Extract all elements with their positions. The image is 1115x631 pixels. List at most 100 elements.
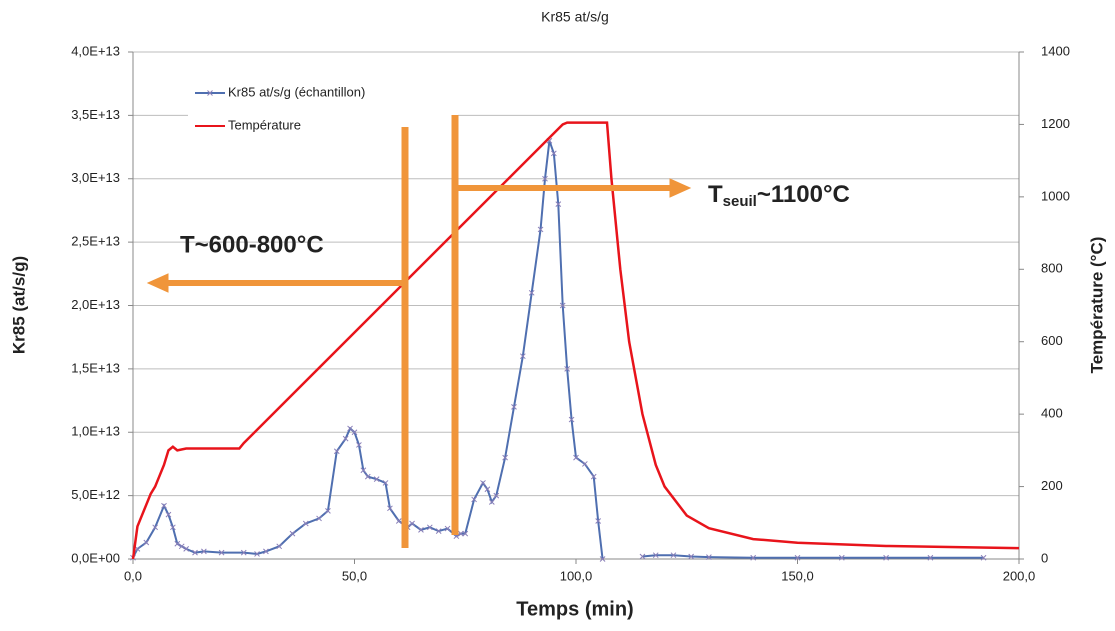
point-marker bbox=[351, 429, 358, 436]
point-marker bbox=[178, 543, 185, 550]
y-tick-label: 1,0E+13 bbox=[71, 424, 120, 439]
x-tick-label: 200,0 bbox=[1003, 568, 1036, 583]
point-marker bbox=[559, 302, 566, 309]
y2-axis-label: Température (°C) bbox=[1087, 237, 1106, 374]
arrow-head bbox=[669, 178, 692, 198]
point-marker bbox=[462, 530, 469, 537]
annotation-part: T bbox=[708, 181, 723, 208]
point-marker bbox=[537, 226, 544, 233]
point-marker bbox=[207, 90, 213, 96]
point-marker bbox=[165, 511, 172, 518]
point-marker bbox=[143, 539, 150, 546]
point-marker bbox=[595, 518, 602, 524]
point-marker bbox=[364, 473, 371, 480]
legend-label: Température bbox=[228, 117, 301, 132]
point-marker bbox=[263, 548, 269, 555]
point-marker bbox=[333, 448, 340, 455]
point-marker bbox=[161, 502, 167, 509]
point-marker bbox=[688, 553, 695, 560]
point-marker bbox=[444, 525, 451, 532]
point-marker bbox=[564, 366, 570, 372]
point-marker bbox=[373, 476, 380, 483]
point-marker bbox=[484, 486, 491, 493]
point-marker bbox=[590, 473, 597, 480]
point-marker bbox=[356, 442, 362, 448]
point-marker bbox=[457, 530, 464, 537]
annotation-shapes bbox=[146, 115, 692, 548]
point-marker bbox=[183, 546, 190, 552]
y-tick-label: 3,5E+13 bbox=[71, 107, 120, 122]
chart-title: Kr85 at/s/g bbox=[541, 9, 609, 25]
point-marker bbox=[502, 454, 508, 461]
point-marker bbox=[883, 554, 889, 561]
point-marker bbox=[409, 520, 415, 527]
y-tick-label: 4,0E+13 bbox=[71, 43, 120, 58]
y2-tick-label: 1000 bbox=[1041, 188, 1070, 203]
point-marker bbox=[174, 540, 181, 547]
point-marker bbox=[555, 201, 562, 207]
point-marker bbox=[387, 505, 393, 512]
point-marker bbox=[582, 461, 588, 467]
point-marker bbox=[201, 548, 207, 555]
point-marker bbox=[980, 554, 987, 561]
point-marker bbox=[276, 543, 283, 550]
point-marker bbox=[927, 554, 934, 561]
x-axis-label: Temps (min) bbox=[516, 598, 633, 620]
point-marker bbox=[838, 554, 845, 561]
legend: Kr85 at/s/g (échantillon) Température bbox=[188, 81, 458, 138]
plot-area: 0,0E+00 5,0E+12 1,0E+13 1,5E+13 2,0E+13 2,5E+… bbox=[71, 43, 1070, 583]
point-marker bbox=[302, 520, 309, 527]
point-marker bbox=[342, 435, 349, 442]
y-tick-label: 2,0E+13 bbox=[71, 297, 120, 312]
point-marker bbox=[542, 175, 548, 182]
annotation-part: ~1100°C bbox=[757, 181, 850, 208]
y-tick-label: 1,5E+13 bbox=[71, 360, 120, 375]
point-marker bbox=[480, 480, 486, 486]
legend-bg bbox=[188, 81, 458, 105]
legend-label: Kr85 at/s/g (échantillon) bbox=[228, 84, 365, 99]
point-marker bbox=[519, 353, 526, 360]
series-line bbox=[131, 121, 1020, 560]
y-tick-label: 3,0E+13 bbox=[71, 170, 120, 185]
y-tick-label: 2,5E+13 bbox=[71, 234, 120, 249]
point-marker bbox=[706, 554, 712, 560]
point-marker bbox=[426, 524, 433, 531]
point-marker bbox=[550, 150, 557, 157]
y2-tick-label: 400 bbox=[1041, 406, 1063, 421]
point-marker bbox=[382, 480, 389, 486]
y-tick-label: 5,0E+12 bbox=[71, 487, 120, 502]
point-marker bbox=[192, 549, 198, 556]
annotation: T~600-800°C bbox=[180, 231, 324, 258]
point-marker bbox=[170, 524, 176, 531]
point-marker bbox=[639, 553, 646, 560]
x-tick-label: 0,0 bbox=[124, 568, 142, 583]
point-marker bbox=[218, 549, 225, 556]
point-marker bbox=[435, 528, 442, 534]
point-marker bbox=[289, 530, 296, 537]
point-marker bbox=[794, 554, 801, 561]
y2-tick-label: 1400 bbox=[1041, 43, 1070, 58]
y-tick-label: 0,0E+00 bbox=[71, 550, 120, 565]
x-tick-label: 150,0 bbox=[781, 568, 814, 583]
point-marker bbox=[511, 404, 517, 410]
point-marker bbox=[360, 467, 367, 474]
x-tick-label: 50,0 bbox=[342, 568, 367, 583]
point-marker bbox=[568, 416, 575, 423]
x-tick-label: 100,0 bbox=[560, 568, 593, 583]
point-marker bbox=[750, 554, 757, 561]
point-marker bbox=[418, 526, 424, 533]
point-marker bbox=[254, 551, 260, 557]
point-marker bbox=[599, 556, 606, 562]
y2-tick-label: 800 bbox=[1041, 261, 1063, 276]
point-marker bbox=[528, 289, 535, 296]
point-marker bbox=[573, 454, 579, 461]
y2-tick-label: 0 bbox=[1041, 550, 1048, 565]
point-marker bbox=[471, 496, 477, 503]
point-marker bbox=[670, 552, 677, 559]
arrow-head bbox=[146, 273, 169, 293]
point-marker bbox=[395, 518, 402, 524]
point-marker bbox=[493, 492, 500, 499]
annotation-sub: seuil bbox=[723, 193, 757, 210]
